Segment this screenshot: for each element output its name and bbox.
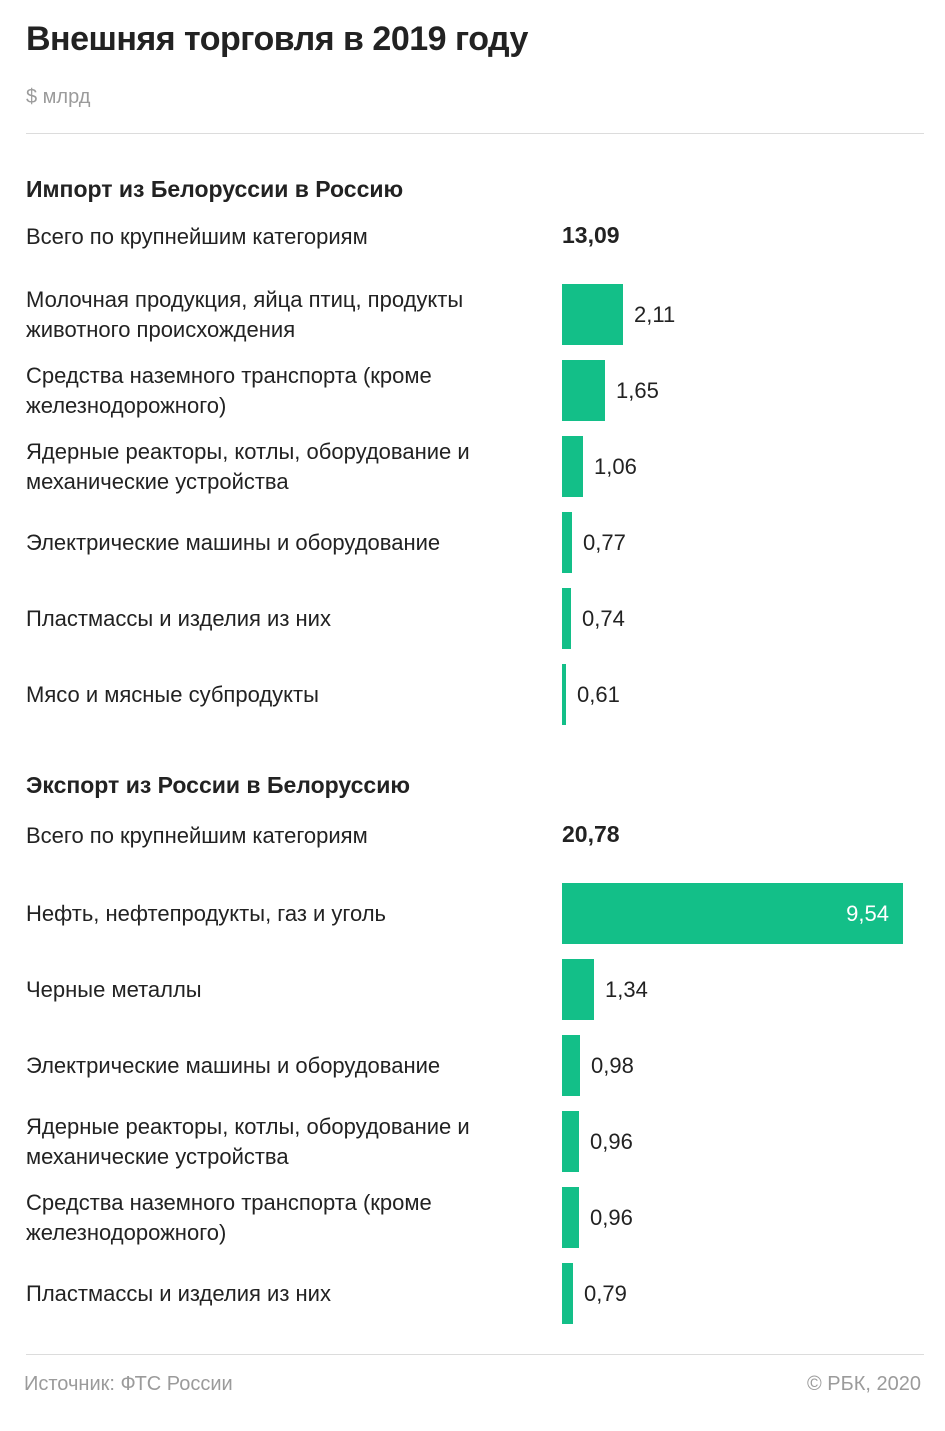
export-category-label: Нефть, нефтепродукты, газ и уголь — [26, 900, 387, 926]
import-category-label: Средства наземного транспорта (кроме жел… — [26, 362, 432, 418]
export-value-label: 0,79 — [584, 1280, 627, 1306]
export-total-label: Всего по крупнейшим категориям — [26, 823, 368, 848]
export-bar — [562, 1111, 579, 1172]
export-value-label: 0,98 — [591, 1052, 634, 1078]
import-bar — [562, 664, 566, 725]
import-value-label: 1,06 — [594, 453, 637, 479]
import-total-value: 13,09 — [562, 222, 620, 248]
import-category-label: Ядерные реакторы, котлы, оборудование и … — [26, 438, 470, 494]
export-bar — [562, 1187, 579, 1248]
export-value-label: 0,96 — [590, 1204, 633, 1230]
import-value-label: 0,74 — [582, 605, 625, 631]
export-section-title: Экспорт из России в Белоруссию — [26, 772, 410, 798]
export-bar — [562, 959, 594, 1020]
chart-title: Внешняя торговля в 2019 году — [26, 20, 528, 58]
unit-label: $ млрд — [26, 86, 91, 108]
import-bar — [562, 284, 623, 345]
import-category-label: Электрические машины и оборудование — [26, 529, 441, 555]
export-bar — [562, 883, 903, 944]
import-category-label: Пластмассы и изделия из них — [26, 605, 331, 631]
export-bar — [562, 1035, 580, 1096]
import-value-label: 1,65 — [616, 377, 659, 403]
export-category-label: Пластмассы и изделия из них — [26, 1280, 331, 1306]
import-category-label: Мясо и мясные субпродукты — [26, 681, 319, 707]
import-value-label: 0,77 — [583, 529, 626, 555]
export-bar — [562, 1263, 573, 1324]
import-value-label: 2,11 — [634, 301, 676, 327]
export-category-label: Электрические машины и оборудование — [26, 1052, 441, 1078]
export-total-value: 20,78 — [562, 821, 620, 847]
export-category-label: Ядерные реакторы, котлы, оборудование и … — [26, 1113, 470, 1169]
export-value-label: 9,54 — [846, 900, 889, 926]
import-bar — [562, 512, 572, 573]
export-category-label: Средства наземного транспорта (кроме жел… — [26, 1189, 432, 1245]
source-note: Источник: ФТС России — [24, 1373, 233, 1395]
import-section-title: Импорт из Белоруссии в Россию — [26, 176, 404, 202]
import-bar — [562, 588, 571, 649]
import-bar — [562, 436, 583, 497]
import-category-label: Молочная продукция, яйца птиц, продукты … — [26, 286, 464, 342]
export-value-label: 0,96 — [590, 1128, 633, 1154]
import-total-label: Всего по крупнейшим категориям — [26, 224, 368, 249]
bottom-divider — [26, 1354, 924, 1355]
top-divider — [26, 133, 924, 134]
export-category-label: Черные металлы — [26, 976, 202, 1002]
copyright-note: © РБК, 2020 — [806, 1373, 921, 1395]
import-bar — [562, 360, 605, 421]
import-value-label: 0,61 — [577, 681, 620, 707]
export-value-label: 1,34 — [605, 976, 648, 1002]
